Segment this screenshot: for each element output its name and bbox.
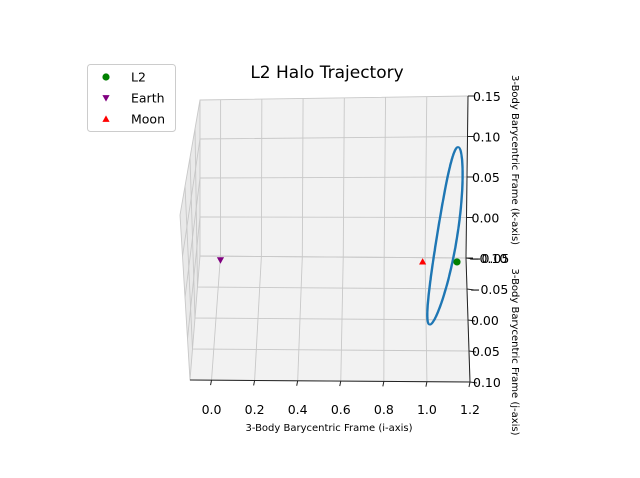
y-tick-mark xyxy=(466,288,475,291)
x-tick-label: 0.2 xyxy=(245,402,265,417)
y-tick-mark xyxy=(469,381,478,384)
legend-items: L2 Earth Moon xyxy=(102,70,165,127)
legend-label-moon: Moon xyxy=(131,112,165,127)
y-tick-label: 0.05 xyxy=(472,344,500,359)
legend-label-l2: L2 xyxy=(131,70,146,85)
x-tick-mark xyxy=(339,380,342,387)
legend-frame xyxy=(87,64,176,132)
legend-marker-earth xyxy=(102,95,110,102)
z-axis-label: 3-Body Barycentric Frame (k-axis) xyxy=(509,75,520,245)
z-gridline xyxy=(182,136,468,257)
x-tick-label: 1.2 xyxy=(460,402,480,417)
y-tick-mark xyxy=(468,350,477,353)
tick-labels: 0.0 0.2 0.4 0.6 0.8 1.0 1.20.100.050.00−0.05−0… xyxy=(202,89,510,417)
x-tick-mark xyxy=(468,381,471,388)
y-axis-label: 3-Body Barycentric Frame (j-axis) xyxy=(509,268,520,435)
trajectory-path xyxy=(427,146,464,326)
chart-title: L2 Halo Trajectory xyxy=(250,63,403,83)
z-gridline xyxy=(179,95,469,216)
legend-label-earth: Earth xyxy=(131,91,165,106)
y-tick-label: 0.10 xyxy=(473,375,501,390)
legend: L2 Earth Moon xyxy=(87,64,176,132)
y-tick-label: −0.10 xyxy=(469,251,507,266)
x-tick-label: 0.4 xyxy=(288,402,308,417)
x-tick-mark xyxy=(296,380,299,386)
x-tick-label: 0.0 xyxy=(202,402,222,417)
z-gridline xyxy=(187,216,467,339)
x-tick-label: 0.6 xyxy=(331,402,351,417)
z-tick-label: 0.05 xyxy=(472,170,500,185)
y-tick-label: −0.05 xyxy=(470,282,508,297)
axis-lines xyxy=(189,95,478,388)
z-gridline xyxy=(189,255,467,381)
y-tick-mark xyxy=(467,319,476,322)
x-tick-label: 1.0 xyxy=(417,402,437,417)
x-tick-mark xyxy=(382,381,385,387)
z-tick-label: 0.15 xyxy=(473,89,501,104)
legend-marker-moon xyxy=(102,115,110,122)
x-tick-mark xyxy=(210,380,213,386)
x-axis-line xyxy=(189,379,471,383)
z-gridline xyxy=(184,176,468,298)
x-axis-label: 3-Body Barycentric Frame (i-axis) xyxy=(245,423,412,434)
marker-earth xyxy=(216,257,225,264)
z-tick-label: 0.00 xyxy=(472,211,500,226)
x-tick-mark xyxy=(425,381,428,387)
z-tick-label: 0.10 xyxy=(473,130,501,145)
y-tick-label: 0.00 xyxy=(471,313,499,328)
x-tick-mark xyxy=(253,380,256,386)
marker-moon xyxy=(419,258,427,265)
data-markers xyxy=(216,257,461,266)
legend-marker-l2 xyxy=(102,73,110,81)
halo-trajectory xyxy=(426,146,464,326)
x-tick-label: 0.8 xyxy=(374,402,394,417)
z-tick-label: −0.05 xyxy=(471,251,509,266)
marker-l2 xyxy=(453,258,461,266)
